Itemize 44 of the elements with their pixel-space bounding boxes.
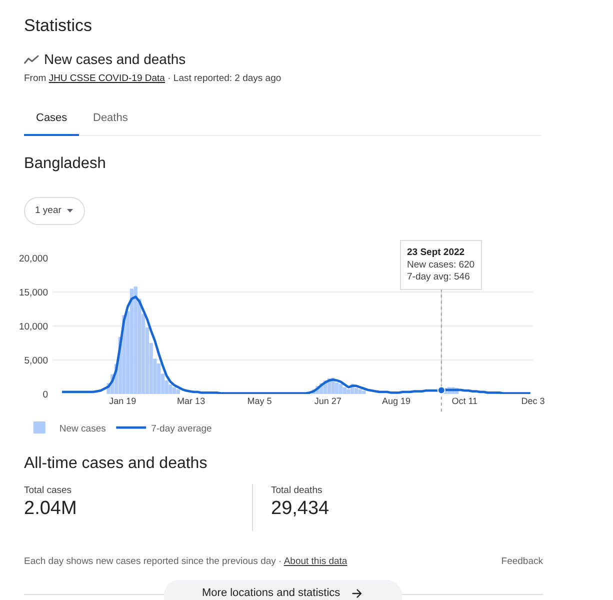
- bar: [354, 388, 358, 394]
- bar: [176, 389, 180, 394]
- text: JHU CSSE COVID-19 Data: [48, 73, 165, 84]
- x-tick-label: Mar 13: [177, 396, 206, 406]
- x-tick-label: Aug 19: [382, 396, 410, 406]
- bar: [130, 288, 134, 394]
- text: Total deaths: [271, 485, 322, 496]
- dropdown: 1 year: [24, 197, 86, 225]
- x-tick-label: May 5: [247, 396, 272, 406]
- text: Each day shows new cases reported since the previous day ·: [24, 556, 282, 567]
- text: All-time cases and deaths: [24, 455, 208, 473]
- x-tick-label: Jan 19: [109, 396, 136, 406]
- chart-title: Bangladesh: [24, 155, 106, 173]
- line-series: [60, 296, 532, 394]
- bar: [338, 384, 343, 394]
- annotation: 23 Sept 2022 New cases: 620 7-day avg: 546: [407, 247, 475, 283]
- legend-label: 7-day average: [151, 423, 212, 434]
- text: 2.04M: [24, 498, 77, 520]
- text: Statistics: [24, 16, 92, 36]
- bar: [172, 387, 176, 394]
- bar: [342, 387, 346, 394]
- text: New cases and deaths: [44, 51, 186, 67]
- y-tick-label: 20,000: [18, 253, 48, 264]
- legend-label: New cases: [59, 423, 106, 434]
- bar: [168, 384, 172, 394]
- text: Total cases: [24, 485, 72, 496]
- text: From: [24, 73, 46, 84]
- bar: [358, 389, 362, 394]
- x-tick-label: Dec 3: [521, 396, 545, 406]
- bar: [362, 390, 366, 394]
- bar: [134, 286, 138, 394]
- y-tick-label: 15,000: [18, 287, 48, 298]
- x-tick-label: Oct 11: [452, 396, 478, 406]
- text: About this data: [284, 556, 348, 567]
- text: More locations and statistics: [202, 587, 340, 600]
- y-tick-label: 0: [42, 389, 48, 400]
- text: Cases: [36, 112, 68, 124]
- x-tick-label: Jun 27: [314, 396, 342, 406]
- text: Feedback: [501, 556, 543, 567]
- text: 29,434: [271, 498, 330, 520]
- y-tick-label: 5,000: [24, 355, 48, 366]
- text: Deaths: [93, 112, 128, 124]
- text: · Last reported: 2 days ago: [168, 73, 282, 84]
- y-tick-label: 10,000: [18, 321, 48, 332]
